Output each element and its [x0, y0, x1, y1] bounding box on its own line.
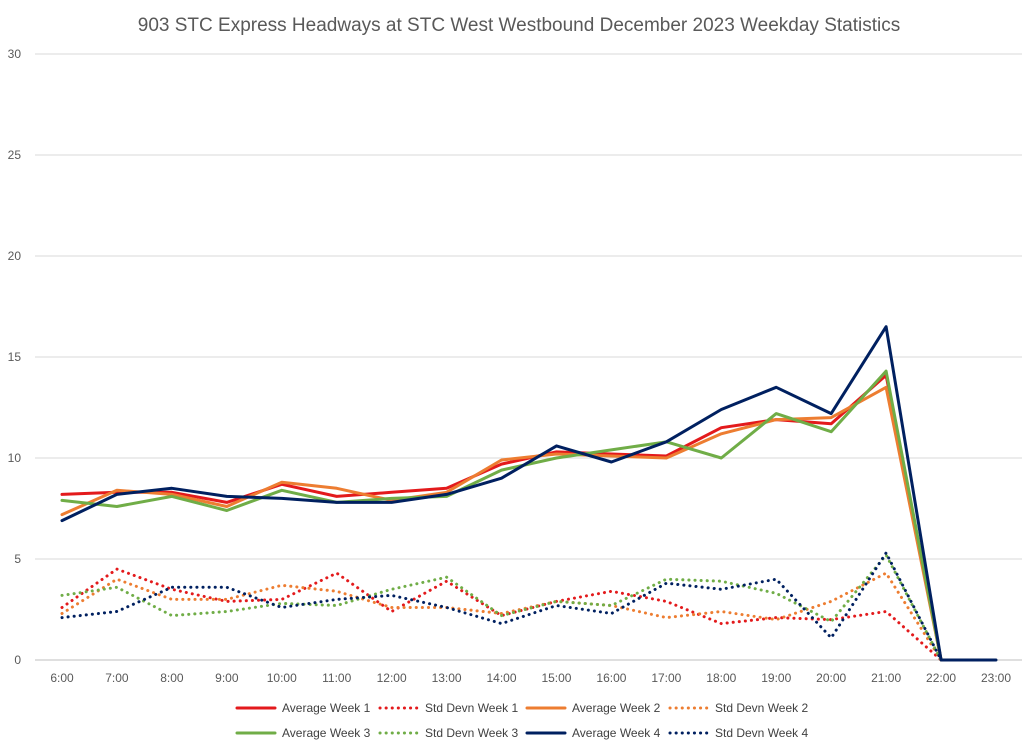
x-tick-label: 17:00 [651, 671, 681, 685]
x-tick-label: 7:00 [105, 671, 129, 685]
legend-item: Average Week 1 [235, 701, 371, 715]
legend-label: Average Week 1 [282, 701, 371, 715]
y-tick-label: 15 [8, 350, 22, 364]
series-line-5 [60, 369, 943, 662]
x-tick-label: 14:00 [487, 671, 517, 685]
x-tick-label: 10:00 [267, 671, 297, 685]
legend-item: Std Devn Week 3 [378, 726, 518, 740]
legend-label: Std Devn Week 4 [715, 726, 808, 740]
x-tick-label: 22:00 [926, 671, 956, 685]
legend-item: Std Devn Week 4 [668, 726, 808, 740]
x-tick-label: 8:00 [160, 671, 184, 685]
legend-item: Average Week 2 [525, 701, 661, 715]
x-tick-label: 15:00 [541, 671, 571, 685]
y-axis-ticks: 0 5 10 15 20 25 30 [8, 47, 22, 667]
y-tick-label: 0 [14, 653, 21, 667]
series-line-8 [60, 551, 998, 662]
x-tick-label: 21:00 [871, 671, 901, 685]
x-tick-label: 19:00 [761, 671, 791, 685]
series-line-2 [60, 567, 943, 662]
x-tick-label: 20:00 [816, 671, 846, 685]
x-tick-label: 12:00 [377, 671, 407, 685]
x-tick-label: 13:00 [432, 671, 462, 685]
x-tick-label: 23:00 [981, 671, 1011, 685]
x-tick-label: 9:00 [215, 671, 239, 685]
x-axis-ticks: 6:00 7:00 8:00 9:00 10:00 11:00 12:00 13:00 14:0… [50, 671, 1011, 685]
legend-item: Std Devn Week 2 [668, 701, 808, 715]
series-line-7 [60, 325, 998, 662]
legend-item: Average Week 3 [235, 726, 371, 740]
y-tick-label: 5 [14, 552, 21, 566]
legend: Average Week 1 Std Devn Week 1 Average Wee… [235, 701, 808, 740]
y-tick-label: 10 [8, 451, 22, 465]
legend-label: Average Week 3 [282, 726, 371, 740]
series-lines [60, 325, 998, 662]
legend-label: Average Week 4 [572, 726, 661, 740]
legend-label: Std Devn Week 2 [715, 701, 808, 715]
legend-label: Average Week 2 [572, 701, 661, 715]
x-tick-label: 11:00 [322, 671, 351, 685]
series-line-3 [60, 385, 943, 662]
x-tick-label: 16:00 [596, 671, 626, 685]
legend-label: Std Devn Week 3 [425, 726, 518, 740]
y-tick-label: 25 [8, 148, 22, 162]
y-tick-label: 20 [8, 249, 22, 263]
series-line-6 [60, 553, 943, 662]
legend-label: Std Devn Week 1 [425, 701, 518, 715]
x-tick-label: 18:00 [706, 671, 736, 685]
x-tick-label: 6:00 [50, 671, 74, 685]
y-tick-label: 30 [8, 47, 22, 61]
legend-item: Std Devn Week 1 [378, 701, 518, 715]
series-line-4 [60, 571, 943, 662]
chart-title: 903 STC Express Headways at STC West Wes… [138, 15, 900, 36]
legend-item: Average Week 4 [525, 726, 661, 740]
